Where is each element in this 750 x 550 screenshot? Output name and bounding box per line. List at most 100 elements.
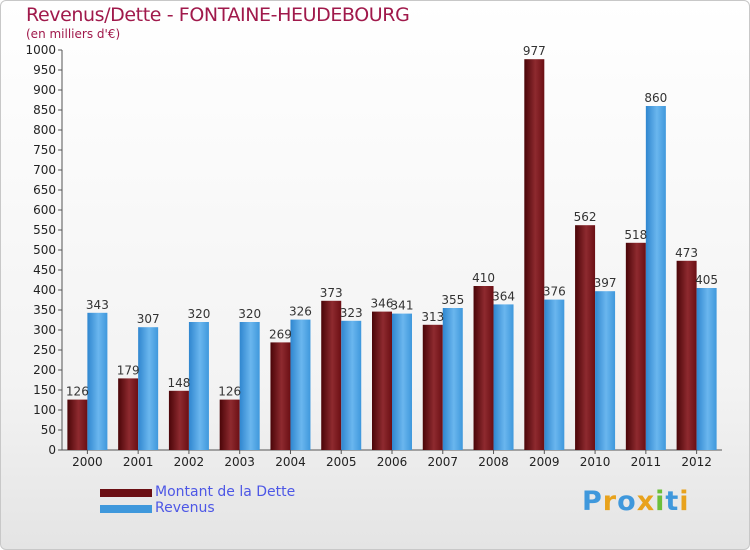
chart-title: Revenus/Dette - FONTAINE-HEUDEBOURG [26, 4, 410, 26]
logo-letter: r [602, 486, 618, 517]
data-label-debt: 269 [269, 327, 292, 341]
bar-debt [625, 242, 646, 450]
bar-revenue [645, 106, 666, 450]
legend-swatch-debt [100, 489, 152, 497]
y-tick-label: 200 [33, 363, 56, 377]
bar-debt [118, 378, 139, 450]
bar-revenue [392, 313, 412, 450]
x-tick-label: 2008 [478, 455, 509, 469]
data-label-debt: 410 [472, 271, 495, 285]
data-label-debt: 562 [574, 210, 597, 224]
data-label-debt: 977 [523, 44, 546, 58]
y-tick-label: 450 [33, 263, 56, 277]
y-tick-label: 1000 [25, 43, 56, 57]
y-tick-label: 150 [33, 383, 56, 397]
data-label-revenue: 860 [644, 91, 667, 105]
x-tick-label: 2006 [377, 455, 408, 469]
data-label-debt: 518 [624, 228, 647, 242]
x-tick-label: 2011 [631, 455, 662, 469]
bar-revenue [442, 308, 463, 450]
data-label-revenue: 405 [695, 273, 718, 287]
bar-debt [321, 300, 342, 450]
logo-letter: i [655, 486, 666, 517]
chart-subtitle: (en milliers d'€) [26, 27, 121, 41]
bars [67, 59, 717, 450]
y-tick-label: 0 [48, 443, 56, 457]
bar-debt [676, 260, 697, 450]
data-label-revenue: 355 [441, 293, 464, 307]
bar-debt [473, 286, 494, 450]
y-tick-label: 800 [33, 123, 56, 137]
legend-item-debt: Montant de la Dette [100, 484, 400, 501]
y-tick-label: 100 [33, 403, 56, 417]
y-tick-label: 300 [33, 323, 56, 337]
x-tick-label: 2003 [224, 455, 255, 469]
bar-revenue [544, 299, 565, 450]
data-label-revenue: 376 [543, 285, 566, 299]
axes: 0 50 100 150 200 250 300 350 400 450 500 550 600 650 7… [25, 43, 722, 469]
bar-revenue [290, 319, 311, 450]
bar-revenue [239, 322, 260, 450]
bar-revenue [595, 291, 616, 450]
bar-debt [575, 225, 596, 450]
logo-letter: t [665, 486, 680, 517]
data-label-debt: 346 [371, 297, 394, 311]
y-tick-label: 850 [33, 103, 56, 117]
x-tick-label: 2000 [72, 455, 103, 469]
x-tick-label: 2007 [427, 455, 458, 469]
bar-debt [168, 390, 189, 450]
legend-label-revenue: Revenus [155, 500, 215, 516]
legend-label-debt: Montant de la Dette [155, 484, 296, 500]
y-tick-label: 400 [33, 283, 56, 297]
data-label-revenue: 397 [594, 276, 617, 290]
data-label-revenue: 341 [391, 299, 414, 313]
bar-revenue [87, 312, 108, 450]
bar-revenue [138, 327, 159, 450]
y-tick-label: 900 [33, 83, 56, 97]
y-tick-label: 950 [33, 63, 56, 77]
bar-revenue [188, 322, 209, 450]
x-tick-label: 2010 [580, 455, 611, 469]
bar-revenue [493, 304, 514, 450]
legend: Montant de la Dette Revenus [100, 484, 400, 517]
y-tick-label: 250 [33, 343, 56, 357]
data-label-revenue: 343 [86, 298, 109, 312]
bar-debt [372, 311, 392, 450]
data-label-debt: 313 [421, 310, 444, 324]
y-tick-label: 650 [33, 183, 56, 197]
data-label-revenue: 307 [137, 312, 160, 326]
logo-letter: o [617, 486, 637, 517]
proxiti-logo: Proxiti [582, 486, 690, 517]
logo-letter: P [582, 486, 603, 517]
y-tick-label: 600 [33, 203, 56, 217]
legend-swatch-revenue [100, 505, 152, 513]
data-label-debt: 179 [117, 363, 140, 377]
x-tick-label: 2001 [123, 455, 154, 469]
x-tick-label: 2002 [174, 455, 205, 469]
bar-debt [270, 342, 291, 450]
x-tick-label: 2009 [529, 455, 560, 469]
x-tick-label: 2004 [275, 455, 306, 469]
data-label-revenue: 323 [340, 306, 363, 320]
data-labels: 1263431793071483201263202693263733233463… [66, 44, 718, 398]
bar-revenue [696, 288, 717, 450]
y-tick-label: 550 [33, 223, 56, 237]
x-tick-label: 2005 [326, 455, 357, 469]
data-label-debt: 373 [320, 286, 343, 300]
bar-debt [422, 324, 443, 450]
data-label-debt: 126 [66, 385, 89, 399]
y-tick-label: 50 [41, 423, 56, 437]
y-tick-label: 750 [33, 143, 56, 157]
y-tick-label: 500 [33, 243, 56, 257]
data-label-revenue: 364 [492, 289, 515, 303]
logo-letter: x [636, 486, 656, 517]
data-label-debt: 126 [218, 385, 241, 399]
data-label-debt: 473 [675, 246, 698, 260]
bar-debt [219, 399, 240, 450]
y-tick-label: 700 [33, 163, 56, 177]
data-label-revenue: 320 [187, 307, 210, 321]
data-label-revenue: 320 [238, 307, 261, 321]
x-tick-label: 2012 [681, 455, 712, 469]
